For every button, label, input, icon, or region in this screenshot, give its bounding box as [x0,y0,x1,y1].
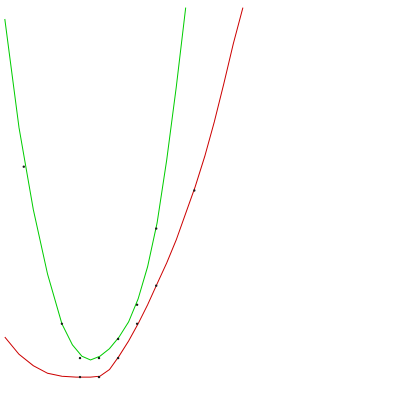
series-1-point-5 [116,337,120,341]
series-2-point-4 [135,322,139,325]
series-2-point-1 [78,375,82,379]
series-1-point-6 [135,303,139,306]
series-2-point-2 [97,375,101,379]
series-1-line [4,7,187,361]
series-2-point-3 [116,356,120,360]
series-layer [4,7,244,379]
series-2-point-5 [155,284,158,287]
series-1-point-7 [155,227,158,230]
series-1 [4,7,187,361]
series-1-point-1 [22,165,25,168]
series-2-line [4,7,244,378]
series-2 [4,7,244,379]
series-1-point-4 [97,356,101,360]
series-2-point-6 [193,189,196,192]
series-1-point-3 [78,356,82,360]
series-1-point-2 [60,322,64,325]
